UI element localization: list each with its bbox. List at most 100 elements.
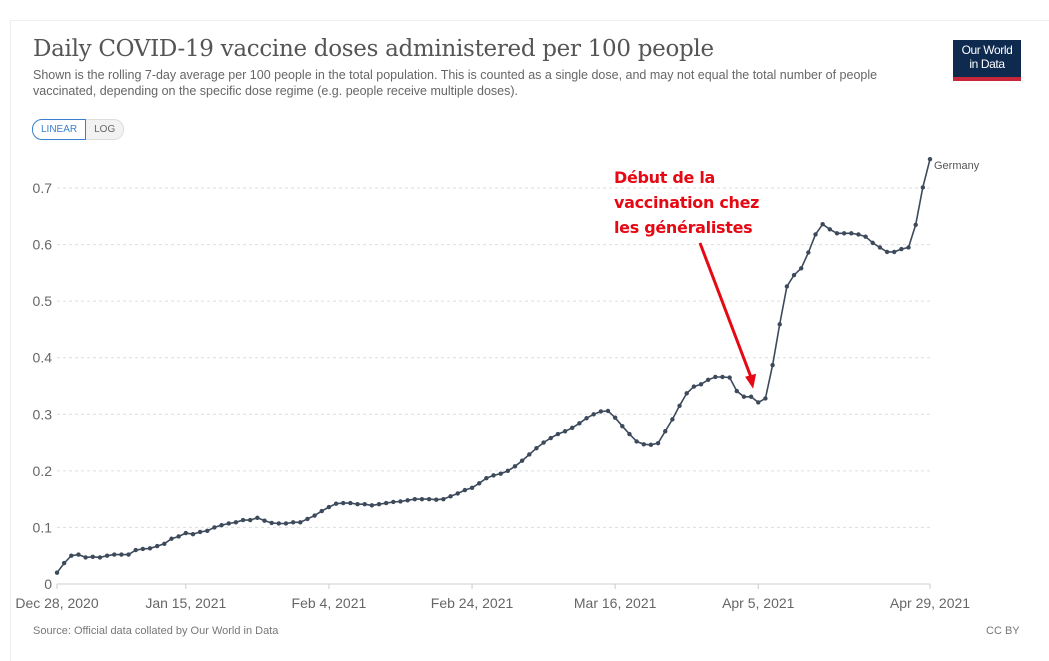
data-point (469, 485, 475, 491)
series-line-germany (56, 159, 931, 574)
data-point (104, 553, 110, 558)
data-point (190, 532, 196, 537)
data-point (283, 521, 289, 526)
y-tick-label: 0 (44, 576, 52, 592)
logo-line2: in Data (969, 57, 1005, 71)
linear-button[interactable]: LINEAR (32, 119, 87, 140)
data-point (326, 504, 332, 510)
annotation-arrow (698, 242, 755, 384)
data-point (541, 440, 546, 445)
annotation-text: Début de la vaccination chez les général… (614, 165, 760, 240)
data-point (570, 425, 575, 431)
data-point (269, 520, 274, 526)
source-note[interactable]: Source: Official data collated by Our Wo… (33, 625, 279, 637)
data-point (398, 499, 403, 504)
data-point (133, 547, 138, 553)
data-point (612, 415, 618, 420)
data-point (591, 412, 596, 417)
data-point (176, 534, 181, 539)
data-point (856, 232, 861, 237)
owid-logo[interactable]: Our World in Data (953, 40, 1021, 81)
data-point (927, 156, 933, 162)
arrow-head-icon (745, 373, 757, 389)
annotation-line: Début de la (614, 168, 716, 187)
data-point (376, 502, 382, 507)
data-point (484, 476, 489, 481)
data-point (448, 494, 453, 499)
data-point (548, 435, 553, 441)
data-point (641, 442, 646, 447)
data-point (383, 500, 389, 506)
data-point (276, 521, 282, 526)
data-point (655, 440, 661, 446)
data-point (90, 554, 95, 560)
x-tick-label: Mar 16, 2021 (574, 595, 657, 611)
data-point (534, 446, 539, 451)
data-point (54, 570, 60, 575)
data-point (212, 525, 217, 530)
data-point (183, 530, 189, 536)
data-point (906, 245, 911, 250)
data-point (112, 552, 117, 557)
data-point (97, 555, 103, 560)
data-point (713, 374, 718, 380)
data-point (770, 362, 775, 368)
data-point (727, 375, 732, 380)
data-point (705, 377, 711, 382)
data-point (841, 231, 847, 236)
data-point (519, 458, 525, 463)
data-point (512, 464, 518, 469)
data-point (362, 502, 367, 507)
data-point (598, 409, 604, 414)
data-point (584, 416, 589, 421)
data-point (119, 552, 124, 557)
data-point (83, 555, 88, 560)
data-point (147, 546, 153, 551)
data-point (634, 439, 639, 444)
data-point (677, 403, 682, 409)
x-tick-label: Feb 24, 2021 (431, 595, 514, 611)
data-point (620, 423, 625, 429)
data-point (205, 528, 210, 534)
data-point (777, 322, 782, 327)
data-point (763, 396, 768, 401)
data-point (884, 249, 890, 255)
license-link[interactable]: CC BY (986, 625, 1020, 637)
chart-subtitle: Shown is the rolling 7-day average per 1… (33, 68, 878, 98)
data-point (663, 429, 668, 434)
data-point (698, 382, 704, 387)
data-point (849, 231, 854, 236)
annotation-line: les généralistes (614, 218, 753, 237)
data-point (820, 222, 825, 227)
data-point (527, 452, 532, 457)
data-point (870, 240, 875, 246)
data-point (391, 499, 396, 505)
data-point (684, 391, 689, 396)
data-point (892, 249, 897, 255)
data-point (162, 541, 167, 547)
data-point (405, 498, 410, 503)
data-point (691, 384, 697, 389)
x-tick-label: Apr 29, 2021 (890, 595, 970, 611)
data-point (426, 496, 432, 502)
data-point (290, 520, 296, 525)
data-point (806, 250, 811, 255)
log-button[interactable]: LOG (86, 119, 125, 140)
data-point (305, 516, 310, 522)
data-point (648, 442, 654, 448)
data-point (319, 508, 324, 514)
data-point (476, 481, 482, 486)
data-point (748, 394, 754, 399)
data-point (441, 496, 446, 502)
data-point (813, 232, 818, 237)
x-tick-label: Jan 15, 2021 (145, 595, 226, 611)
data-point (312, 513, 317, 518)
data-point (741, 394, 747, 399)
data-point (412, 496, 417, 502)
data-point (863, 234, 868, 239)
data-point (791, 272, 797, 278)
data-point (219, 522, 224, 528)
data-point (562, 429, 568, 434)
x-tick-label: Apr 5, 2021 (722, 595, 795, 611)
